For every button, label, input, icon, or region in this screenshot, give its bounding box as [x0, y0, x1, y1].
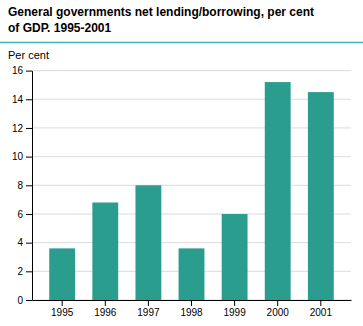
- x-tick: 1998: [180, 300, 203, 318]
- x-axis: 1995 1996 1997 1998 1999 2000 2001: [33, 300, 352, 318]
- y-tick: 16: [12, 65, 32, 76]
- y-tick-mark: [26, 300, 32, 301]
- bar: [179, 248, 205, 300]
- y-tick-label: 14: [12, 94, 24, 105]
- x-tick-label: 1996: [94, 307, 117, 318]
- y-tick: 12: [12, 123, 32, 134]
- y-tick-label: 6: [17, 209, 23, 220]
- x-tick-label: 1997: [137, 307, 160, 318]
- x-tick-mark: [148, 300, 149, 306]
- grid: [32, 71, 351, 300]
- bar: [135, 185, 161, 300]
- y-tick-label: 10: [12, 151, 24, 162]
- grid-line: [32, 242, 351, 243]
- grid-line: [32, 185, 351, 186]
- x-tick: 1996: [94, 300, 117, 318]
- y-tick: 14: [12, 94, 32, 105]
- y-tick-mark: [26, 271, 32, 272]
- y-tick-mark: [26, 157, 32, 158]
- x-tick: 1999: [223, 300, 246, 318]
- x-tick-label: 2001: [310, 307, 333, 318]
- y-axis-title: Per cent: [8, 49, 49, 61]
- y-tick-label: 16: [12, 65, 24, 76]
- x-tick-mark: [234, 300, 235, 306]
- y-tick: 2: [17, 266, 32, 277]
- bar: [222, 214, 248, 300]
- x-tick-mark: [105, 300, 106, 306]
- x-tick: 2001: [310, 300, 333, 318]
- bar: [265, 82, 291, 300]
- y-tick-label: 8: [17, 180, 23, 191]
- y-tick-mark: [26, 128, 32, 129]
- x-tick-mark: [191, 300, 192, 306]
- title: General governments net lending/borrowin…: [8, 5, 314, 35]
- grid-line: [32, 156, 351, 157]
- bar: [308, 92, 334, 300]
- y-tick: 4: [17, 237, 32, 248]
- grid-line: [32, 99, 351, 100]
- y-axis: 0 2 4 6 8 10 12 14 16: [12, 65, 33, 305]
- grid-line: [32, 213, 351, 214]
- x-tick-mark: [62, 300, 63, 306]
- y-tick: 10: [12, 151, 32, 162]
- y-tick-mark: [26, 99, 32, 100]
- y-tick-label: 4: [17, 237, 23, 248]
- y-tick-mark: [26, 185, 32, 186]
- bar: [49, 248, 75, 300]
- separator: [0, 42, 363, 44]
- x-tick: 1997: [137, 300, 160, 318]
- x-tick-mark: [320, 300, 321, 306]
- y-tick-label: 0: [17, 295, 23, 306]
- x-tick-label: 1999: [223, 307, 246, 318]
- grid-line: [32, 70, 351, 71]
- y-tick-label: 12: [12, 123, 24, 134]
- chart: General governments net lending/borrowin…: [0, 0, 363, 326]
- y-tick-mark: [26, 243, 32, 244]
- y-tick: 0: [17, 295, 32, 306]
- plot: 0 2 4 6 8 10 12 14 16 1995 1996 1997 1998 1999 2000 200…: [12, 65, 352, 318]
- y-axis-line: [32, 71, 33, 300]
- x-tick-label: 1995: [51, 307, 74, 318]
- y-tick-mark: [26, 71, 32, 72]
- y-tick-mark: [26, 214, 32, 215]
- grid-line: [32, 127, 351, 128]
- y-tick-label: 2: [17, 266, 23, 277]
- x-tick: 2000: [267, 300, 290, 318]
- x-tick-mark: [277, 300, 278, 306]
- x-tick-label: 1998: [180, 307, 203, 318]
- bar: [92, 203, 118, 300]
- y-tick: 6: [17, 209, 32, 220]
- bars: [49, 82, 334, 300]
- x-tick: 1995: [51, 300, 74, 318]
- x-tick-label: 2000: [267, 307, 290, 318]
- y-tick: 8: [17, 180, 32, 191]
